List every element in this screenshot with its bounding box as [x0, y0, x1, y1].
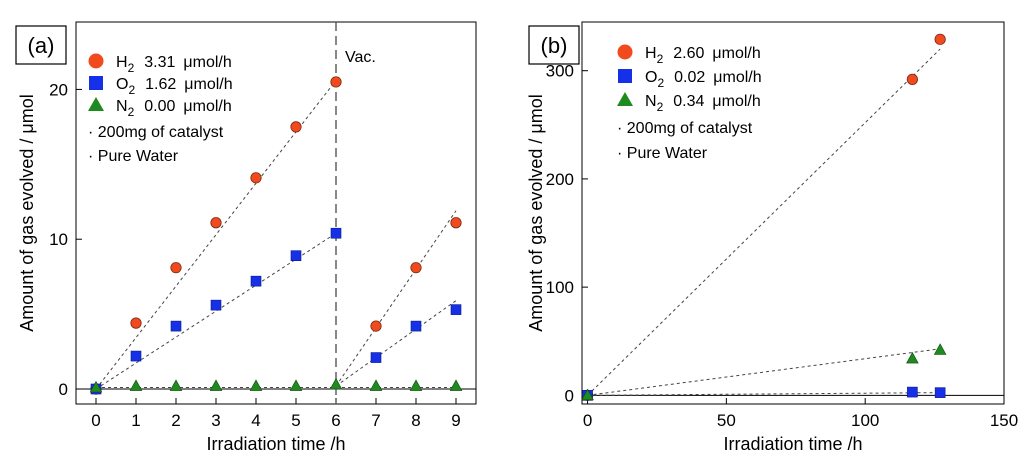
data-point-o2 [934, 387, 946, 398]
vacuum-label: Vac. [345, 49, 376, 66]
x-tick-label: 100 [851, 411, 879, 430]
x-tick-label: 8 [411, 411, 420, 430]
plot-frame [75, 21, 477, 405]
data-point-h2 [906, 73, 918, 85]
fit-line-o2 [587, 392, 941, 396]
data-point-n2 [89, 380, 103, 393]
legend-marker-n2 [88, 97, 104, 111]
legend-marker-h2 [88, 53, 104, 69]
legend-note: · 200mg of catalyst [88, 124, 224, 141]
x-axis-label: Irradiation time /h [206, 434, 345, 454]
x-tick-label: 2 [171, 411, 180, 430]
plot-frame [581, 21, 1005, 405]
x-tick-label: 9 [451, 411, 460, 430]
x-tick-label: 4 [251, 411, 260, 430]
data-point-h2 [250, 172, 262, 184]
data-point-n2 [933, 343, 947, 355]
y-axis-label: Amount of gas evolved / μmol [526, 94, 546, 332]
data-point-o2 [330, 227, 342, 239]
data-point-h2 [410, 262, 422, 274]
x-tick-label: 50 [717, 411, 736, 430]
legend-label-h2: H2 2.60 μmol/h [645, 45, 761, 66]
x-tick-label: 150 [990, 411, 1018, 430]
y-tick-label: 300 [546, 62, 574, 81]
data-point-o2 [907, 386, 918, 398]
data-point-h2 [130, 317, 142, 329]
y-tick-label: 0 [565, 386, 574, 405]
data-point-n2 [449, 379, 463, 391]
data-point-n2 [409, 379, 423, 391]
data-point-o2 [130, 350, 142, 362]
y-tick-label: 10 [49, 230, 68, 249]
data-point-n2 [169, 379, 183, 391]
legend-label-o2: O2 1.62 μmol/h [116, 76, 233, 97]
data-point-h2 [330, 76, 342, 88]
legend-marker-h2 [617, 44, 633, 60]
data-point-h2 [210, 217, 222, 229]
fit-line-n2 [587, 348, 941, 396]
y-tick-label: 200 [546, 170, 574, 189]
data-point-o2 [450, 304, 462, 315]
data-point-n2 [329, 377, 343, 390]
fit-line-h2 [587, 48, 941, 396]
data-point-n2 [906, 351, 919, 364]
chart-panel-a: 0 1 2 3 4 5 6 7 8 9 0 10 20 Irradiation time /h Amount… [15, 21, 477, 454]
x-tick-label: 6 [331, 411, 340, 430]
data-point-o2 [250, 275, 262, 287]
chart-panel-b: 0 50 100 150 0 100 200 300 Irradiation time /h Am… [526, 21, 1018, 454]
data-point-n2 [581, 388, 594, 401]
legend-marker-o2 [89, 76, 103, 90]
data-point-o2 [210, 299, 222, 311]
data-point-h2 [450, 217, 462, 229]
data-point-n2 [289, 379, 303, 391]
legend-label-o2: O2 0.02 μmol/h [645, 69, 762, 90]
legend-note: · Pure Water [88, 148, 179, 165]
x-tick-label: 1 [131, 411, 140, 430]
data-point-n2 [369, 379, 383, 391]
y-tick-label: 0 [59, 380, 68, 399]
panel-tag-box [528, 25, 580, 65]
y-tick-label: 20 [49, 80, 68, 99]
x-tick-label: 3 [211, 411, 220, 430]
legend-note: · Pure Water [617, 145, 708, 162]
x-axis-label: Irradiation time /h [723, 434, 862, 454]
x-tick-label: 7 [371, 411, 380, 430]
legend-label-h2: H2 3.31 μmol/h [116, 54, 232, 75]
panel-tag-box [15, 25, 67, 65]
data-point-h2 [170, 262, 182, 274]
data-point-o2 [170, 320, 182, 332]
panel-tag: (b) [541, 33, 568, 58]
data-point-n2 [249, 379, 263, 391]
x-tick-label: 5 [291, 411, 300, 430]
x-tick-label: 0 [583, 411, 592, 430]
legend-marker-n2 [617, 92, 633, 106]
data-point-n2 [209, 379, 223, 391]
data-point-n2 [129, 379, 143, 391]
legend-label-n2: N2 0.00 μmol/h [116, 98, 232, 119]
y-tick-label: 100 [546, 278, 574, 297]
data-point-o2 [370, 352, 382, 363]
y-axis-label: Amount of gas evolved / μmol [17, 94, 37, 332]
x-tick-label: 0 [91, 411, 100, 430]
data-point-h2 [934, 33, 946, 45]
data-point-h2 [370, 320, 382, 332]
data-point-o2 [290, 250, 302, 261]
legend-note: · 200mg of catalyst [617, 120, 753, 137]
data-point-o2 [410, 320, 422, 332]
panel-tag: (a) [28, 33, 55, 58]
fit-line-h2 [335, 210, 457, 387]
data-point-h2 [290, 121, 302, 133]
fit-line-o2 [335, 300, 457, 387]
legend-marker-o2 [618, 69, 632, 83]
legend-label-n2: N2 0.34 μmol/h [645, 93, 761, 114]
